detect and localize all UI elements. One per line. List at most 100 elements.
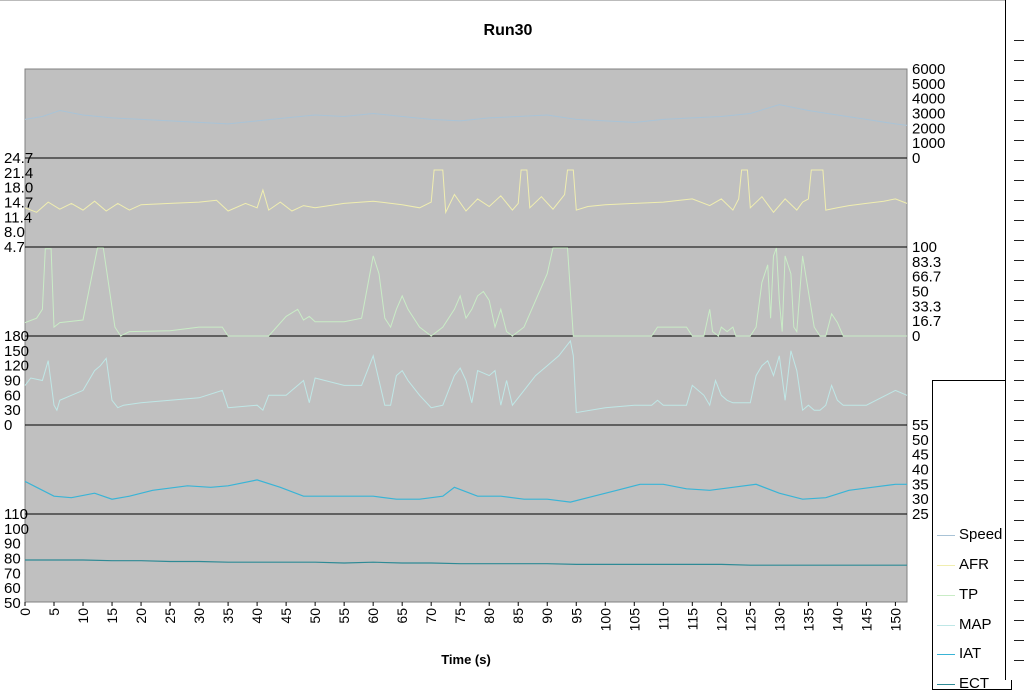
x-tick-label: 110 xyxy=(655,608,671,631)
x-tick-label: 100 xyxy=(597,608,613,632)
edge-tick xyxy=(1014,180,1024,181)
x-tick-label: 45 xyxy=(278,608,294,624)
y-tick-label-afr: 11.4 xyxy=(4,209,32,226)
x-tick-label: 40 xyxy=(249,608,265,624)
edge-tick xyxy=(1014,200,1024,201)
legend-label-ect: ECT xyxy=(959,675,989,692)
y-tick-label-map: 180 xyxy=(4,328,29,345)
edge-tick xyxy=(1014,40,1024,41)
legend-entry-speed: Speed xyxy=(937,526,1013,544)
y-tick-label-tp: 83.3 xyxy=(912,254,941,271)
x-tick-label: 115 xyxy=(684,608,700,631)
x-tick-label: 5 xyxy=(46,608,62,616)
edge-tick xyxy=(1014,560,1024,561)
y-tick-label-speed: 0 xyxy=(912,150,920,167)
x-tick-label: 25 xyxy=(162,608,178,624)
y-tick-label-speed: 2000 xyxy=(912,120,945,137)
y-tick-label-ect: 50 xyxy=(4,595,21,612)
y-tick-label-ect: 100 xyxy=(4,521,29,538)
legend-label-tp: TP xyxy=(959,586,979,603)
legend-swatch-speed xyxy=(937,535,955,536)
y-tick-label-afr: 24.7 xyxy=(4,150,33,167)
y-tick-label-iat: 35 xyxy=(912,476,929,493)
edge-tick xyxy=(1014,260,1024,261)
edge-tick xyxy=(1014,160,1024,161)
y-tick-label-tp: 100 xyxy=(912,239,937,256)
edge-tick xyxy=(1014,360,1024,361)
x-tick-label: 150 xyxy=(887,608,903,632)
edge-tick xyxy=(1014,220,1024,221)
y-tick-label-afr: 4.7 xyxy=(4,239,25,256)
chart-plot: 600050004000300020001000024.721.418.014.… xyxy=(4,61,945,631)
y-tick-label-ect: 70 xyxy=(4,565,21,582)
edge-tick xyxy=(1014,600,1024,601)
y-tick-label-tp: 50 xyxy=(912,284,929,301)
y-tick-label-afr: 8.0 xyxy=(4,224,25,241)
edge-tick xyxy=(1014,620,1024,621)
edge-tick xyxy=(1014,640,1024,641)
legend-entry-ect: ECT xyxy=(937,675,1013,693)
series-line-iat xyxy=(24,479,907,503)
y-tick-label-map: 60 xyxy=(4,387,21,404)
y-tick-label-iat: 40 xyxy=(912,462,929,479)
edge-tick xyxy=(1014,80,1024,81)
x-tick-label: 30 xyxy=(191,608,207,624)
y-tick-label-tp: 0 xyxy=(912,328,920,345)
x-tick-label: 65 xyxy=(394,608,410,624)
series-line-afr xyxy=(24,169,908,215)
edge-tick xyxy=(1014,480,1024,481)
series-line-ect xyxy=(25,559,907,566)
series-line-tp xyxy=(24,247,907,337)
x-tick-label: 90 xyxy=(539,608,555,624)
x-tick-label: 10 xyxy=(75,608,91,624)
legend-label-map: MAP xyxy=(959,616,992,633)
frame-right-border xyxy=(1005,0,1006,680)
edge-tick xyxy=(1014,400,1024,401)
x-tick-label: 145 xyxy=(858,608,874,632)
y-tick-label-iat: 50 xyxy=(912,432,929,449)
x-tick-label: 20 xyxy=(133,608,149,624)
x-axis: 0 5 10 15 20 25 30 35 40 45 50 55 60 65 70 75 80 85 90 95 10… xyxy=(17,602,903,631)
x-tick-label: 95 xyxy=(568,608,584,624)
x-tick-label: 105 xyxy=(626,608,642,632)
y-tick-label-tp: 33.3 xyxy=(912,298,941,315)
legend-swatch-tp xyxy=(937,595,955,596)
y-tick-label-ect: 80 xyxy=(4,551,21,568)
edge-tick xyxy=(1014,340,1024,341)
edge-tick xyxy=(1014,420,1024,421)
legend-entry-iat: IAT xyxy=(937,645,1013,663)
x-tick-label: 120 xyxy=(713,608,729,632)
chart-title: Run30 xyxy=(483,22,533,39)
x-tick-label: 80 xyxy=(481,608,497,624)
x-tick-label: 135 xyxy=(800,608,816,632)
series-line-map xyxy=(24,339,908,414)
edge-tick xyxy=(1014,500,1024,501)
frame-top-border xyxy=(0,0,1006,1)
x-tick-label: 75 xyxy=(452,608,468,624)
y-tick-label-iat: 25 xyxy=(912,506,929,523)
legend-swatch-afr xyxy=(937,565,955,566)
legend-swatch-ect xyxy=(937,684,955,685)
edge-tick xyxy=(1014,440,1024,441)
x-tick-label: 140 xyxy=(829,608,845,632)
y-tick-label-speed: 3000 xyxy=(912,106,945,123)
legend-entry-map: MAP xyxy=(937,616,1013,634)
y-tick-label-afr: 14.7 xyxy=(4,195,33,212)
y-tick-label-ect: 110 xyxy=(4,506,28,523)
edge-tick xyxy=(1014,520,1024,521)
y-tick-label-tp: 16.7 xyxy=(912,313,941,330)
legend: Speed AFR TP MAP IAT ECT xyxy=(932,380,1013,693)
y-tick-label-speed: 1000 xyxy=(912,135,945,152)
y-tick-label-speed: 6000 xyxy=(912,61,945,78)
y-tick-label-map: 90 xyxy=(4,373,21,390)
y-tick-label-afr: 21.4 xyxy=(4,165,33,182)
x-tick-label: 60 xyxy=(365,608,381,624)
edge-tick xyxy=(1014,140,1024,141)
legend-swatch-map xyxy=(937,625,955,626)
edge-tick xyxy=(1014,320,1024,321)
